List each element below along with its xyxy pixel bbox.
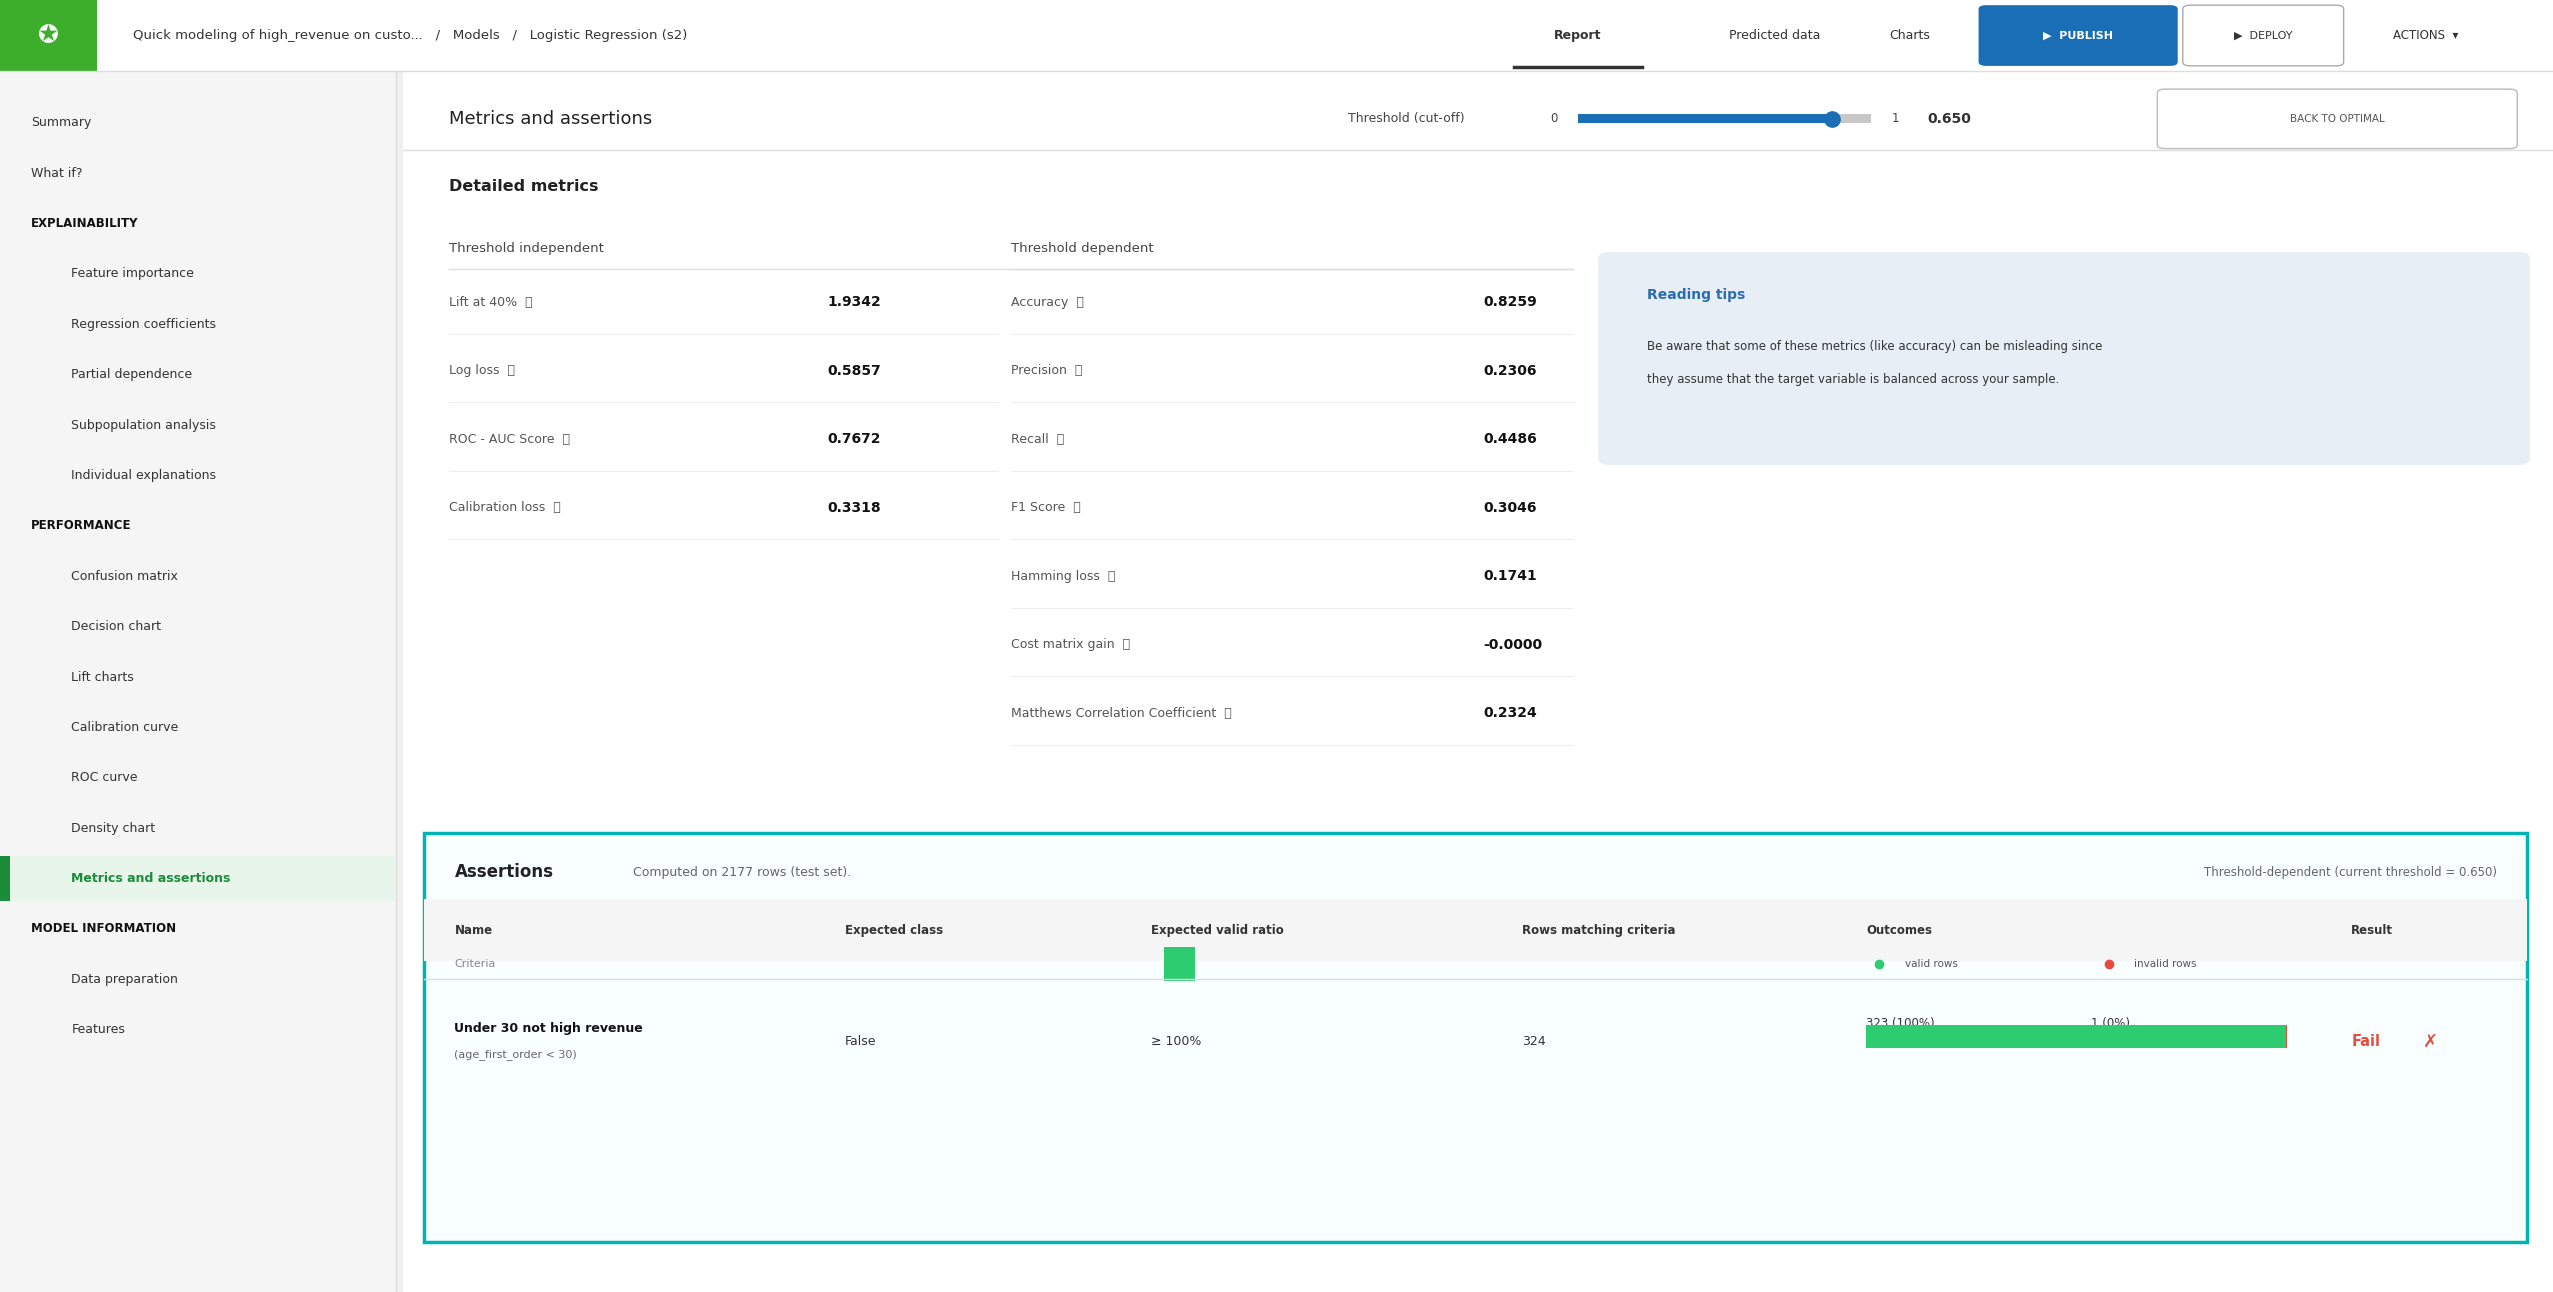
Bar — [0, 71, 396, 1292]
Bar — [0, 855, 10, 902]
Text: Charts: Charts — [1889, 28, 1930, 43]
Text: False: False — [845, 1035, 876, 1048]
Text: Report: Report — [1555, 28, 1601, 43]
Text: Threshold dependent: Threshold dependent — [1011, 242, 1154, 255]
Text: Feature importance: Feature importance — [71, 267, 194, 280]
Text: Name: Name — [454, 924, 493, 937]
Bar — [0, 0, 97, 71]
Text: Data preparation: Data preparation — [71, 973, 179, 986]
Text: 0.2306: 0.2306 — [1483, 364, 1537, 377]
Text: valid rows: valid rows — [1905, 959, 1958, 969]
Text: 323 (100%): 323 (100%) — [1866, 1017, 1935, 1030]
Text: Metrics and assertions: Metrics and assertions — [71, 872, 230, 885]
FancyBboxPatch shape — [1979, 5, 2178, 66]
Text: Threshold independent: Threshold independent — [449, 242, 605, 255]
Text: they assume that the target variable is balanced across your sample.: they assume that the target variable is … — [1647, 373, 2060, 386]
Text: Expected valid ratio: Expected valid ratio — [1151, 924, 1284, 937]
Text: Hamming loss  ⓘ: Hamming loss ⓘ — [1011, 570, 1116, 583]
Bar — [424, 833, 2527, 1242]
Bar — [1866, 1025, 2285, 1048]
Text: ✪: ✪ — [38, 23, 59, 48]
Text: Precision  ⓘ: Precision ⓘ — [1011, 364, 1082, 377]
Text: Individual explanations: Individual explanations — [71, 469, 217, 482]
FancyBboxPatch shape — [2157, 89, 2517, 149]
Text: 0.1741: 0.1741 — [1483, 570, 1537, 583]
Text: Features: Features — [71, 1023, 125, 1036]
Text: Matthews Correlation Coefficient  ⓘ: Matthews Correlation Coefficient ⓘ — [1011, 707, 1231, 720]
Text: invalid rows: invalid rows — [2134, 959, 2196, 969]
Text: Under 30 not high revenue: Under 30 not high revenue — [454, 1022, 643, 1035]
Text: 0.3046: 0.3046 — [1483, 501, 1537, 514]
Text: Be aware that some of these metrics (like accuracy) can be misleading since: Be aware that some of these metrics (lik… — [1647, 340, 2101, 353]
Text: F1 Score  ⓘ: F1 Score ⓘ — [1011, 501, 1080, 514]
Text: Predicted data: Predicted data — [1728, 28, 1820, 43]
Text: ACTIONS  ▾: ACTIONS ▾ — [2392, 28, 2459, 43]
Text: ≥ 100%: ≥ 100% — [1151, 1035, 1202, 1048]
Text: Calibration curve: Calibration curve — [71, 721, 179, 734]
Text: Threshold-dependent (current threshold = 0.650): Threshold-dependent (current threshold =… — [2203, 866, 2497, 879]
Bar — [0, 0, 2553, 71]
Text: Calibration loss  ⓘ: Calibration loss ⓘ — [449, 501, 562, 514]
FancyBboxPatch shape — [2183, 5, 2344, 66]
Text: Quick modeling of high_revenue on custo...   /   Models   /   Logistic Regressio: Quick modeling of high_revenue on custo.… — [133, 28, 687, 43]
Bar — [1578, 115, 1831, 124]
Text: Subpopulation analysis: Subpopulation analysis — [71, 419, 217, 432]
Text: 1 (0%): 1 (0%) — [2091, 1017, 2129, 1030]
FancyBboxPatch shape — [1598, 252, 2530, 465]
Text: Accuracy  ⓘ: Accuracy ⓘ — [1011, 296, 1085, 309]
Text: ▶  DEPLOY: ▶ DEPLOY — [2234, 31, 2293, 40]
Text: ▶  PUBLISH: ▶ PUBLISH — [2042, 31, 2114, 40]
Bar — [424, 899, 2527, 961]
Text: Cost matrix gain  ⓘ: Cost matrix gain ⓘ — [1011, 638, 1131, 651]
Text: Confusion matrix: Confusion matrix — [71, 570, 179, 583]
Text: Lift charts: Lift charts — [71, 671, 135, 683]
Text: Partial dependence: Partial dependence — [71, 368, 191, 381]
Text: 0.4486: 0.4486 — [1483, 433, 1537, 446]
Text: ROC curve: ROC curve — [71, 771, 138, 784]
Text: Lift at 40%  ⓘ: Lift at 40% ⓘ — [449, 296, 534, 309]
Text: ROC - AUC Score  ⓘ: ROC - AUC Score ⓘ — [449, 433, 569, 446]
Text: Criteria: Criteria — [454, 959, 495, 969]
Text: Result: Result — [2351, 924, 2392, 937]
Text: ✗: ✗ — [2423, 1032, 2438, 1050]
Text: 324: 324 — [1522, 1035, 1545, 1048]
Text: Recall  ⓘ: Recall ⓘ — [1011, 433, 1065, 446]
Text: Regression coefficients: Regression coefficients — [71, 318, 217, 331]
Text: 0: 0 — [1550, 112, 1557, 125]
Text: Metrics and assertions: Metrics and assertions — [449, 110, 654, 128]
Text: Fail: Fail — [2351, 1034, 2379, 1049]
Text: 0.5857: 0.5857 — [827, 364, 881, 377]
Text: EXPLAINABILITY: EXPLAINABILITY — [31, 217, 138, 230]
Text: 0.8259: 0.8259 — [1483, 296, 1537, 309]
Text: PERFORMANCE: PERFORMANCE — [31, 519, 130, 532]
Text: 1.9342: 1.9342 — [827, 296, 881, 309]
Text: BACK TO OPTIMAL: BACK TO OPTIMAL — [2290, 114, 2385, 124]
Text: 0.650: 0.650 — [1928, 112, 1971, 125]
Text: 0.7672: 0.7672 — [827, 433, 881, 446]
Text: MODEL INFORMATION: MODEL INFORMATION — [31, 922, 176, 935]
Text: Assertions: Assertions — [454, 863, 554, 881]
Text: 0.3318: 0.3318 — [827, 501, 881, 514]
Text: Outcomes: Outcomes — [1866, 924, 1933, 937]
Bar — [0, 855, 396, 902]
Bar — [403, 71, 2553, 1292]
Bar — [1578, 115, 1871, 124]
Text: What if?: What if? — [31, 167, 82, 180]
Text: 1: 1 — [1892, 112, 1899, 125]
Text: 0.2324: 0.2324 — [1483, 707, 1537, 720]
Text: -0.0000: -0.0000 — [1483, 638, 1542, 651]
Text: Density chart: Density chart — [71, 822, 156, 835]
Text: Threshold (cut-off): Threshold (cut-off) — [1348, 112, 1465, 125]
Text: Computed on 2177 rows (test set).: Computed on 2177 rows (test set). — [633, 866, 850, 879]
Text: Detailed metrics: Detailed metrics — [449, 178, 600, 194]
Bar — [1164, 947, 1195, 981]
Text: Decision chart: Decision chart — [71, 620, 161, 633]
Text: Expected class: Expected class — [845, 924, 942, 937]
Text: Summary: Summary — [31, 116, 92, 129]
Text: (age_first_order < 30): (age_first_order < 30) — [454, 1049, 577, 1059]
Text: Rows matching criteria: Rows matching criteria — [1522, 924, 1675, 937]
Text: Log loss  ⓘ: Log loss ⓘ — [449, 364, 516, 377]
Text: Reading tips: Reading tips — [1647, 288, 1744, 301]
